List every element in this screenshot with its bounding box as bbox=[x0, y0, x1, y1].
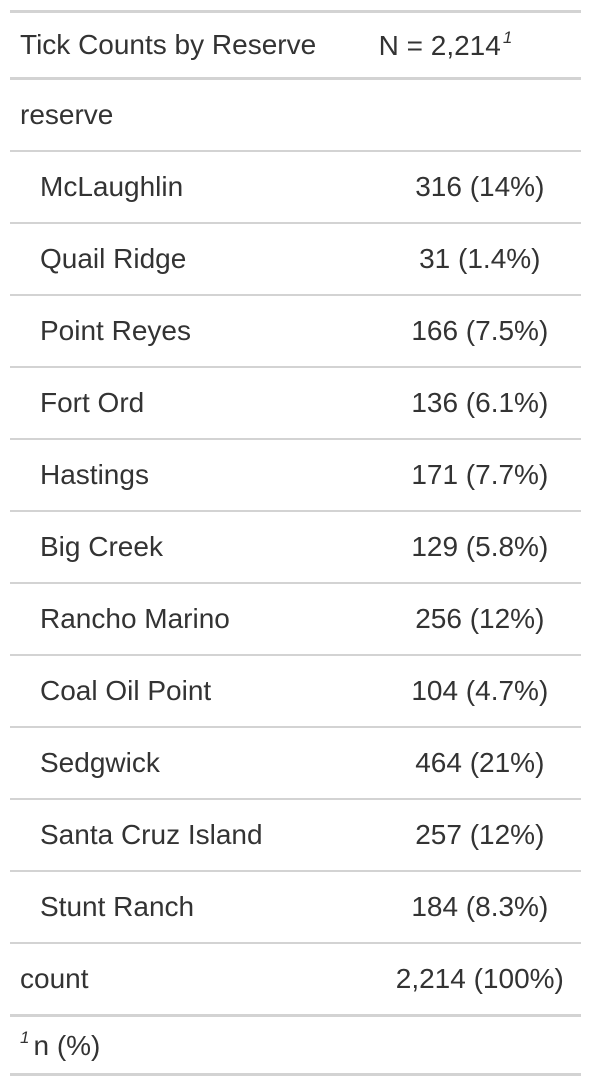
table-row: Big Creek 129 (5.8%) bbox=[10, 511, 581, 584]
total-label: count bbox=[10, 943, 379, 1017]
row-label: Big Creek bbox=[10, 511, 379, 584]
group-value-empty bbox=[378, 78, 581, 152]
header-footnote-mark: 1 bbox=[502, 28, 513, 47]
row-label: Coal Oil Point bbox=[10, 655, 379, 728]
group-label: reserve bbox=[10, 78, 379, 152]
row-label: Santa Cruz Island bbox=[10, 799, 379, 872]
row-label: Stunt Ranch bbox=[10, 871, 379, 944]
row-value: 464 (21%) bbox=[378, 727, 581, 800]
table-row: Hastings 171 (7.7%) bbox=[10, 439, 581, 512]
table-row: Point Reyes 166 (7.5%) bbox=[10, 295, 581, 368]
row-label: Sedgwick bbox=[10, 727, 379, 800]
summary-table-container: Tick Counts by Reserve N = 2,214 1 reserv… bbox=[10, 10, 581, 1076]
row-value: 129 (5.8%) bbox=[378, 511, 581, 584]
header-stat: N = 2,214 bbox=[378, 30, 501, 61]
header-label: Tick Counts by Reserve bbox=[10, 13, 379, 80]
summary-table: Tick Counts by Reserve N = 2,214 1 reserv… bbox=[10, 13, 581, 1076]
row-value: 256 (12%) bbox=[378, 583, 581, 656]
total-row: count 2,214 (100%) bbox=[10, 943, 581, 1017]
row-value: 31 (1.4%) bbox=[378, 223, 581, 296]
row-value: 104 (4.7%) bbox=[378, 655, 581, 728]
table-row: Stunt Ranch 184 (8.3%) bbox=[10, 871, 581, 944]
row-label: Quail Ridge bbox=[10, 223, 379, 296]
table-row: Santa Cruz Island 257 (12%) bbox=[10, 799, 581, 872]
table-row: Quail Ridge 31 (1.4%) bbox=[10, 223, 581, 296]
row-value: 136 (6.1%) bbox=[378, 367, 581, 440]
footnote-text: n (%) bbox=[33, 1030, 101, 1061]
row-label: Point Reyes bbox=[10, 295, 379, 368]
table-row: Rancho Marino 256 (12%) bbox=[10, 583, 581, 656]
table-row: Coal Oil Point 104 (4.7%) bbox=[10, 655, 581, 728]
total-value: 2,214 (100%) bbox=[378, 943, 581, 1017]
header-stat-cell: N = 2,214 1 bbox=[378, 13, 581, 80]
row-value: 257 (12%) bbox=[378, 799, 581, 872]
row-label: Fort Ord bbox=[10, 367, 379, 440]
row-label: Rancho Marino bbox=[10, 583, 379, 656]
table-header-row: Tick Counts by Reserve N = 2,214 1 bbox=[10, 13, 581, 80]
table-top-rule bbox=[10, 10, 581, 13]
row-label: McLaughlin bbox=[10, 151, 379, 224]
row-value: 166 (7.5%) bbox=[378, 295, 581, 368]
footnote-mark: 1 bbox=[20, 1028, 30, 1047]
row-value: 184 (8.3%) bbox=[378, 871, 581, 944]
row-label: Hastings bbox=[10, 439, 379, 512]
row-value: 316 (14%) bbox=[378, 151, 581, 224]
group-row-reserve: reserve bbox=[10, 78, 581, 152]
table-row: Sedgwick 464 (21%) bbox=[10, 727, 581, 800]
row-value: 171 (7.7%) bbox=[378, 439, 581, 512]
table-row: McLaughlin 316 (14%) bbox=[10, 151, 581, 224]
table-row: Fort Ord 136 (6.1%) bbox=[10, 367, 581, 440]
